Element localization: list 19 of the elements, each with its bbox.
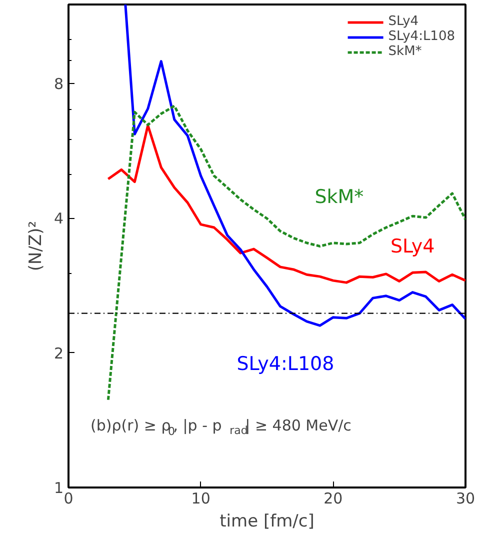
- legend-label: SLy4:L108: [388, 29, 455, 44]
- x-tick-label: 10: [191, 490, 210, 508]
- y-tick-label: 4: [54, 210, 64, 228]
- x-tick-label: 30: [456, 490, 476, 508]
- y-tick-label: 1: [54, 479, 64, 497]
- y-tick-label: 2: [54, 344, 64, 362]
- legend-label: SLy4: [388, 14, 419, 29]
- y-tick-label: 8: [54, 74, 64, 93]
- line-series: [106, 124, 466, 284]
- x-tick-label: 20: [324, 490, 343, 508]
- text: SLy4:L108: [236, 353, 334, 376]
- y-axis-title: (N/Z)²: [26, 220, 46, 272]
- x-axis-title: time [fm/c]: [220, 512, 314, 532]
- line-series: [106, 104, 466, 402]
- legend-label: SkM*: [388, 44, 422, 59]
- line-series: [124, 4, 466, 327]
- text: SkM*: [314, 186, 364, 208]
- x-tick-label: 0: [64, 490, 74, 508]
- text: SLy4: [390, 236, 435, 258]
